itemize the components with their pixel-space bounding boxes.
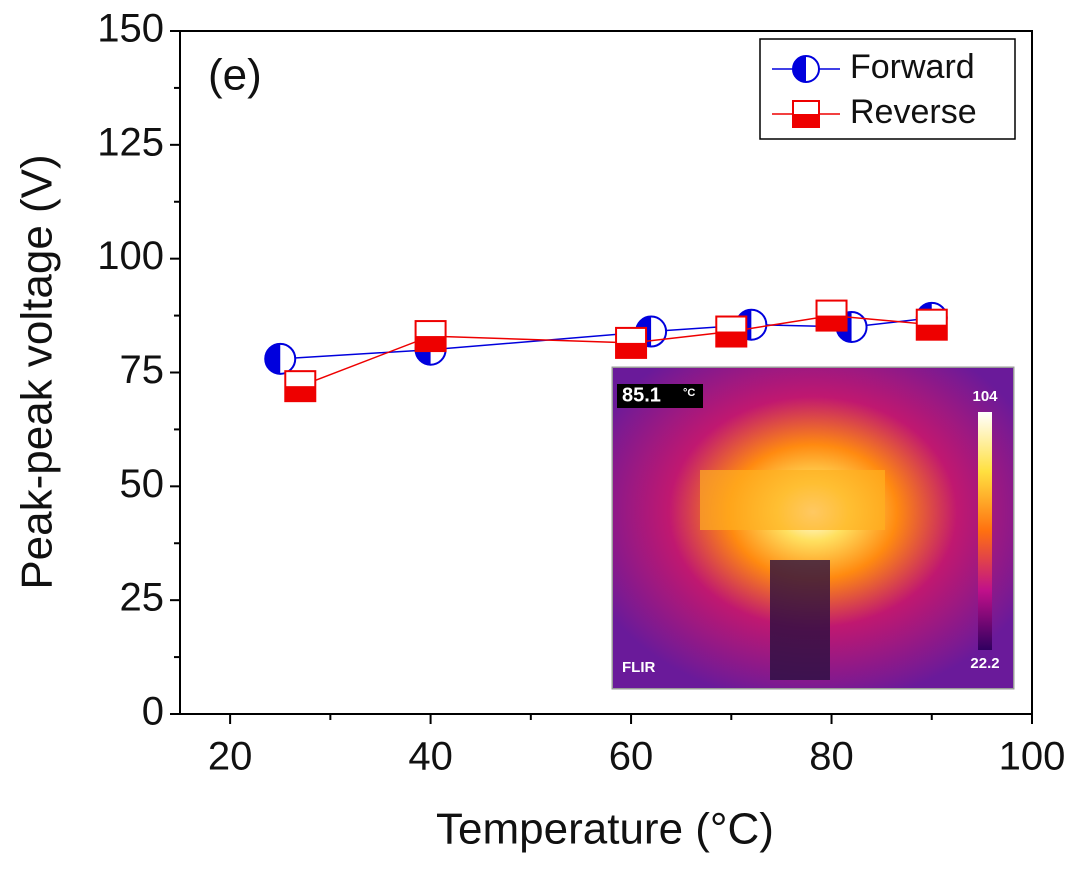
legend-label: Reverse [850, 93, 977, 131]
y-tick-label: 0 [142, 690, 164, 734]
x-tick-label: 60 [609, 735, 654, 779]
y-tick-label: 100 [97, 234, 164, 278]
marker-fill [616, 342, 647, 358]
marker-fill [793, 56, 806, 82]
data-point [284, 370, 317, 403]
x-tick-label: 20 [208, 735, 253, 779]
data-point [615, 326, 648, 359]
marker-fill [415, 336, 446, 352]
y-tick-label: 150 [97, 7, 164, 51]
legend-label: Forward [850, 48, 975, 86]
inset-unit: °C [683, 387, 695, 399]
x-axis-label: Temperature (°C) [436, 805, 774, 854]
marker-fill [916, 324, 947, 340]
marker-fill [716, 331, 747, 347]
y-tick-label: 50 [120, 462, 165, 506]
y-axis-label: Peak-peak voltage (V) [13, 154, 62, 589]
y-tick-label: 25 [120, 576, 165, 620]
inset-scale-min: 22.2 [970, 655, 999, 672]
marker-fill [265, 343, 281, 374]
inset-scale-max: 104 [972, 388, 998, 405]
x-tick-label: 80 [809, 735, 854, 779]
inset-brand: FLIR [622, 659, 655, 676]
y-tick-label: 125 [97, 120, 164, 164]
y-tick-label: 75 [120, 348, 165, 392]
annotation: (e) [208, 51, 262, 100]
marker-fill [793, 114, 819, 127]
data-point [715, 315, 748, 348]
thermal-inset: 85.1 °C 104 22.2 FLIR [611, 366, 1015, 690]
series-line [300, 314, 932, 387]
marker-fill [816, 315, 847, 331]
legend: Forward Reverse [759, 38, 1016, 140]
data-point [414, 320, 447, 353]
data-point [915, 308, 948, 341]
data-point [264, 342, 297, 375]
marker-fill [285, 386, 316, 402]
data-point [815, 299, 848, 332]
x-tick-label: 100 [999, 735, 1066, 779]
x-tick-label: 40 [408, 735, 453, 779]
inset-reading: 85.1 [622, 384, 661, 406]
